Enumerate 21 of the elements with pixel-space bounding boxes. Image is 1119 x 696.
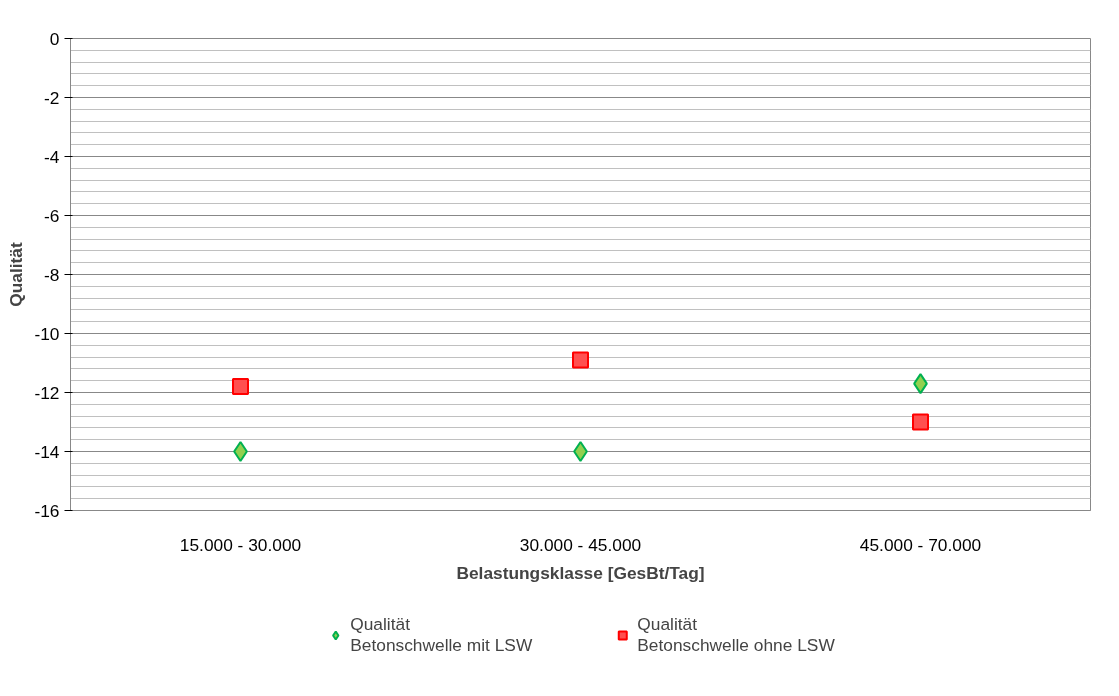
y-tick-label: 0	[49, 28, 60, 49]
y-tick-label: -12	[34, 382, 60, 403]
point	[912, 413, 929, 431]
y-axis-title: Qualität	[6, 242, 27, 307]
y-tick-label: -14	[34, 441, 60, 462]
x-tick-label: 30.000 - 45.000	[519, 534, 642, 555]
legend-label: Qualität Betonschwelle ohne LSW	[637, 614, 835, 656]
x-axis-title: Belastungsklasse [GesBt/Tag]	[456, 562, 705, 583]
x-tick-label: 15.000 - 30.000	[179, 534, 302, 555]
y-tick-label: -10	[34, 323, 60, 344]
point	[573, 441, 588, 462]
y-tick-label: -8	[44, 264, 60, 285]
y-tick-label: -2	[44, 87, 60, 108]
point	[232, 378, 249, 396]
point	[233, 441, 248, 462]
legend-label: Qualität Betonschwelle mit LSW	[350, 614, 533, 656]
y-tick-label: -4	[44, 146, 60, 167]
point	[572, 351, 589, 369]
y-tick-label: -6	[44, 205, 60, 226]
x-tick-label: 45.000 - 70.000	[859, 534, 982, 555]
y-tick-label: -16	[34, 500, 60, 521]
